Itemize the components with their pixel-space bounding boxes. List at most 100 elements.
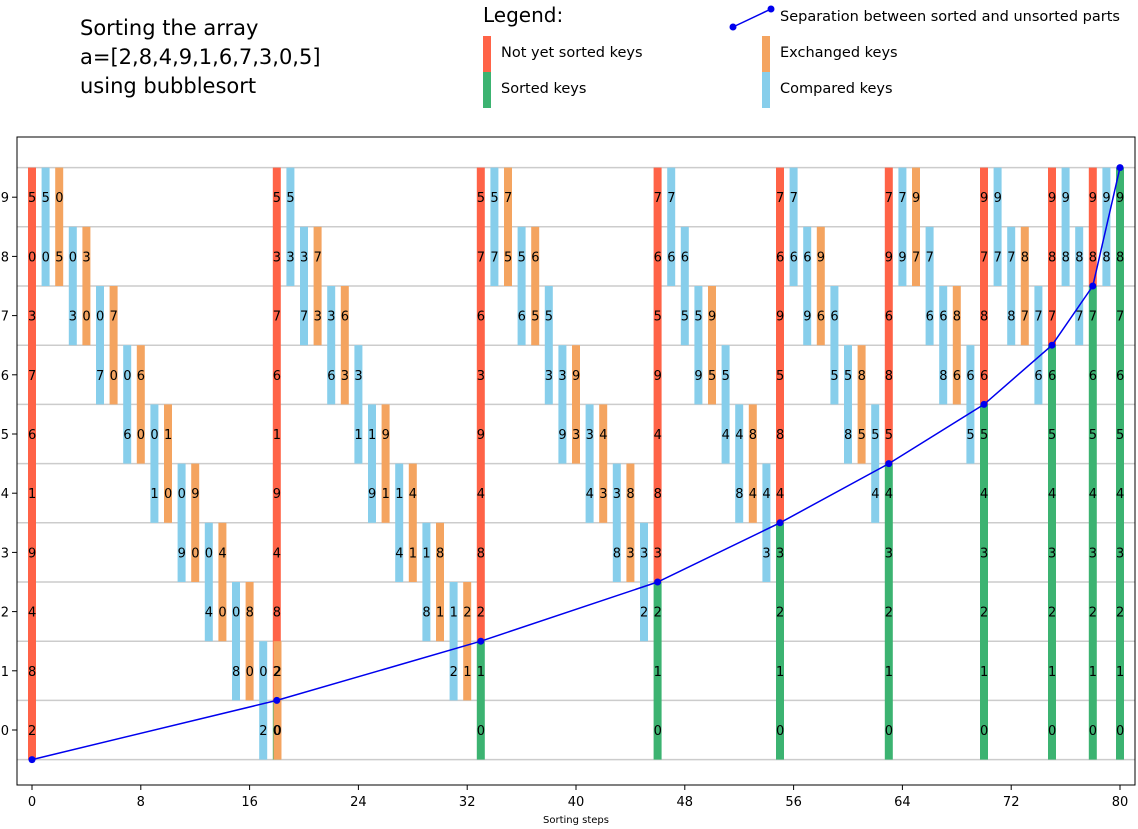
- exchanged-bar: [245, 582, 254, 701]
- x-axis-label: Sorting steps: [543, 815, 609, 826]
- compared-bar: [150, 404, 159, 523]
- key-label: 3: [314, 310, 322, 325]
- key-label: 5: [1116, 428, 1124, 443]
- key-label: 9: [1062, 191, 1070, 206]
- legend-label-separation: Separation between sorted and unsorted p…: [780, 9, 1120, 25]
- exchanged-bar: [164, 404, 172, 523]
- key-label: 2: [654, 606, 662, 621]
- key-label: 6: [273, 369, 281, 384]
- legend-separation-line: [732, 8, 772, 28]
- key-label: 1: [273, 428, 281, 443]
- key-label: 5: [477, 191, 485, 206]
- chart-title: Sorting the array a=[2,8,4,9,1,6,7,3,0,5…: [80, 14, 321, 101]
- separation-point: [776, 519, 784, 527]
- y-tick-label: 9: [1, 191, 9, 206]
- key-label: 8: [844, 428, 852, 443]
- exchanged-bar: [531, 226, 540, 346]
- key-label: 5: [1048, 428, 1056, 443]
- key-label: 8: [885, 369, 893, 384]
- key-label: 7: [1116, 310, 1124, 325]
- key-label: 9: [1102, 191, 1110, 206]
- key-label: 5: [681, 310, 689, 325]
- key-label: 6: [341, 310, 349, 325]
- unsorted-bar: [1088, 167, 1097, 286]
- key-label: 8: [422, 606, 430, 621]
- key-label: 9: [994, 191, 1002, 206]
- compared-bar: [762, 463, 771, 582]
- separation-point: [885, 460, 893, 468]
- legend-swatch-sorted: [483, 72, 491, 108]
- compared-bar: [177, 463, 186, 582]
- key-label: 5: [694, 310, 702, 325]
- key-label: 5: [722, 369, 730, 384]
- legend-label-compared: Compared keys: [780, 81, 893, 97]
- exchanged-bar: [340, 286, 349, 405]
- separation-point: [28, 756, 36, 764]
- key-label: 2: [259, 724, 267, 739]
- compared-bar: [517, 226, 526, 346]
- key-label: 8: [953, 310, 961, 325]
- exchanged-bar: [504, 167, 512, 286]
- key-label: 0: [273, 724, 281, 739]
- x-tick-label: 72: [1003, 795, 1020, 810]
- key-label: 8: [1075, 250, 1083, 265]
- key-label: 9: [572, 369, 580, 384]
- y-tick-label: 1: [1, 665, 9, 680]
- key-label: 6: [681, 250, 689, 265]
- key-label: 6: [790, 250, 798, 265]
- key-label: 4: [273, 546, 281, 561]
- key-label: 4: [722, 428, 730, 443]
- key-label: 3: [545, 369, 553, 384]
- title-line-1: Sorting the array: [80, 16, 259, 40]
- key-label: 8: [1089, 250, 1097, 265]
- key-label: 3: [654, 546, 662, 561]
- separation-point: [477, 637, 485, 645]
- compared-bar: [667, 167, 676, 286]
- x-tick-label: 0: [28, 795, 36, 810]
- key-label: 8: [246, 606, 254, 621]
- key-label: 9: [1116, 191, 1124, 206]
- exchanged-bar: [55, 167, 64, 286]
- compared-bar: [368, 404, 376, 523]
- compared-bar: [1061, 167, 1070, 286]
- key-label: 5: [871, 428, 879, 443]
- legend-label-exchanged: Exchanged keys: [780, 45, 898, 61]
- key-label: 3: [613, 487, 621, 502]
- exchanged-bar: [82, 226, 91, 346]
- key-label: 6: [830, 310, 838, 325]
- key-label: 9: [885, 250, 893, 265]
- key-label: 6: [776, 250, 784, 265]
- key-label: 7: [504, 191, 512, 206]
- exchanged-bar: [816, 226, 825, 346]
- x-tick-label: 8: [137, 795, 145, 810]
- unsorted-bar: [884, 167, 893, 464]
- key-label: 5: [1089, 428, 1097, 443]
- compared-bar: [640, 522, 648, 642]
- compared-bar: [789, 167, 798, 286]
- key-label: 7: [912, 250, 920, 265]
- key-label: 2: [885, 606, 893, 621]
- key-label: 2: [273, 665, 281, 680]
- x-tick-label: 80: [1112, 795, 1129, 810]
- key-label: 6: [531, 250, 539, 265]
- key-label: 4: [885, 487, 893, 502]
- sorted-bar: [980, 404, 988, 760]
- unsorted-bar: [980, 167, 988, 405]
- key-label: 2: [477, 606, 485, 621]
- compared-bar: [123, 345, 132, 464]
- key-label: 4: [586, 487, 594, 502]
- sorted-bar: [776, 522, 784, 760]
- key-label: 9: [1048, 191, 1056, 206]
- key-label: 6: [1034, 369, 1042, 384]
- key-label: 3: [640, 546, 648, 561]
- y-tick-label: 5: [1, 428, 9, 443]
- key-label: 9: [273, 487, 281, 502]
- key-label: 5: [55, 250, 63, 265]
- legend-label-unsorted: Not yet sorted keys: [501, 45, 643, 61]
- key-label: 6: [803, 250, 811, 265]
- exchanged-bar: [857, 345, 866, 464]
- sorted-bar: [884, 463, 893, 760]
- key-label: 4: [735, 428, 743, 443]
- key-label: 9: [368, 487, 376, 502]
- key-label: 0: [164, 487, 172, 502]
